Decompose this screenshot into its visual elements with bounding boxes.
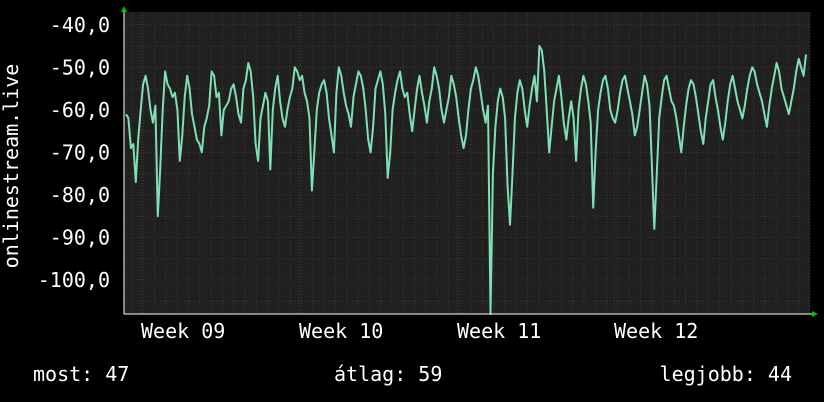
x-axis-ticks: Week 09 Week 10 Week 11 Week 12 [141,319,698,343]
stat-best: legjobb: 44 [659,362,792,386]
plot-area [124,12,810,314]
y-tick-label: -100,0 [38,268,110,292]
stat-average: átlag: 59 [334,362,443,386]
y-tick-label: -80,0 [50,183,110,207]
y-axis-label: onlinestream.live [0,64,23,269]
y-tick-label: -40,0 [50,13,110,37]
x-tick-label: Week 12 [614,319,698,343]
x-tick-label: Week 11 [457,319,541,343]
x-tick-label: Week 10 [299,319,383,343]
y-tick-label: -50,0 [50,55,110,79]
y-axis-arrow-icon [121,6,127,12]
y-tick-label: -70,0 [50,140,110,164]
grid [124,12,811,314]
y-tick-label: -60,0 [50,98,110,122]
series-line [125,45,807,315]
x-tick-label: Week 09 [141,319,225,343]
x-axis-arrow-icon [812,311,818,317]
y-tick-label: -90,0 [50,225,110,249]
stat-current: most: 47 [33,362,130,386]
y-axis-ticks: -40,0 -50,0 -60,0 -70,0 -80,0 -90,0 -100,0 [38,13,110,292]
